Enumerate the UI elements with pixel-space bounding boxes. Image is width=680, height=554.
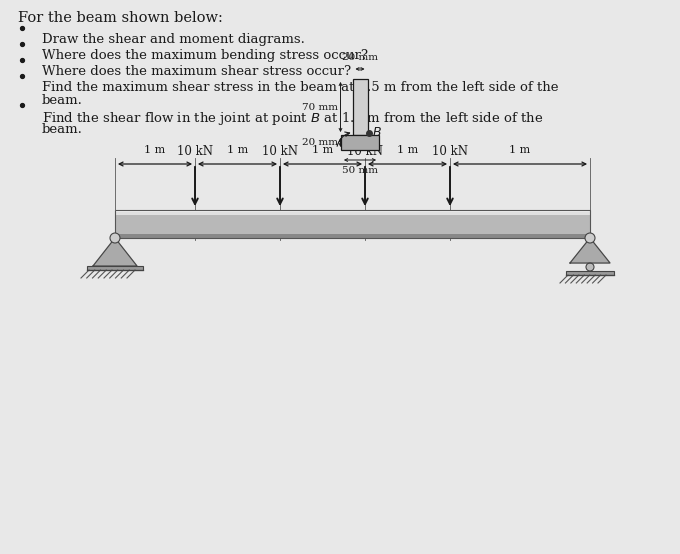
Text: 20 mm: 20 mm — [301, 138, 337, 147]
Text: Where does the maximum bending stress occur?: Where does the maximum bending stress oc… — [42, 49, 368, 62]
Circle shape — [586, 263, 594, 271]
Text: 20 mm: 20 mm — [342, 53, 378, 62]
Text: Find the maximum shear stress in the beam at 1.5 m from the left side of the: Find the maximum shear stress in the bea… — [42, 81, 558, 94]
Bar — [115, 210, 590, 212]
Text: 10 kN: 10 kN — [262, 145, 298, 158]
Text: beam.: beam. — [42, 94, 83, 107]
Text: For the beam shown below:: For the beam shown below: — [18, 11, 223, 25]
Bar — [352, 79, 367, 135]
Bar — [115, 210, 590, 238]
Text: 1 m: 1 m — [509, 145, 530, 155]
Circle shape — [585, 233, 595, 243]
Text: Where does the maximum shear stress occur?: Where does the maximum shear stress occu… — [42, 65, 351, 78]
Bar — [566, 271, 614, 275]
Text: 1 m: 1 m — [312, 145, 333, 155]
Text: 1 m: 1 m — [144, 145, 166, 155]
Bar — [341, 135, 379, 150]
Bar — [115, 210, 590, 215]
Polygon shape — [93, 238, 137, 266]
Text: Draw the shear and moment diagrams.: Draw the shear and moment diagrams. — [42, 33, 305, 46]
Bar — [115, 214, 590, 234]
Text: beam.: beam. — [42, 123, 83, 136]
Text: Find the shear flow in the joint at point $B$ at 1.5 m from the left side of the: Find the shear flow in the joint at poin… — [42, 110, 543, 127]
Text: $B$: $B$ — [373, 126, 382, 138]
Text: 10 kN: 10 kN — [432, 145, 468, 158]
Text: 70 mm: 70 mm — [301, 102, 337, 111]
Text: 10 kN: 10 kN — [347, 145, 383, 158]
Text: 1 m: 1 m — [397, 145, 418, 155]
Bar — [115, 234, 590, 238]
Circle shape — [110, 233, 120, 243]
Polygon shape — [570, 238, 610, 263]
Text: 50 mm: 50 mm — [342, 166, 378, 175]
Text: 1 m: 1 m — [227, 145, 248, 155]
Bar — [87, 266, 143, 270]
Text: 10 kN: 10 kN — [177, 145, 213, 158]
